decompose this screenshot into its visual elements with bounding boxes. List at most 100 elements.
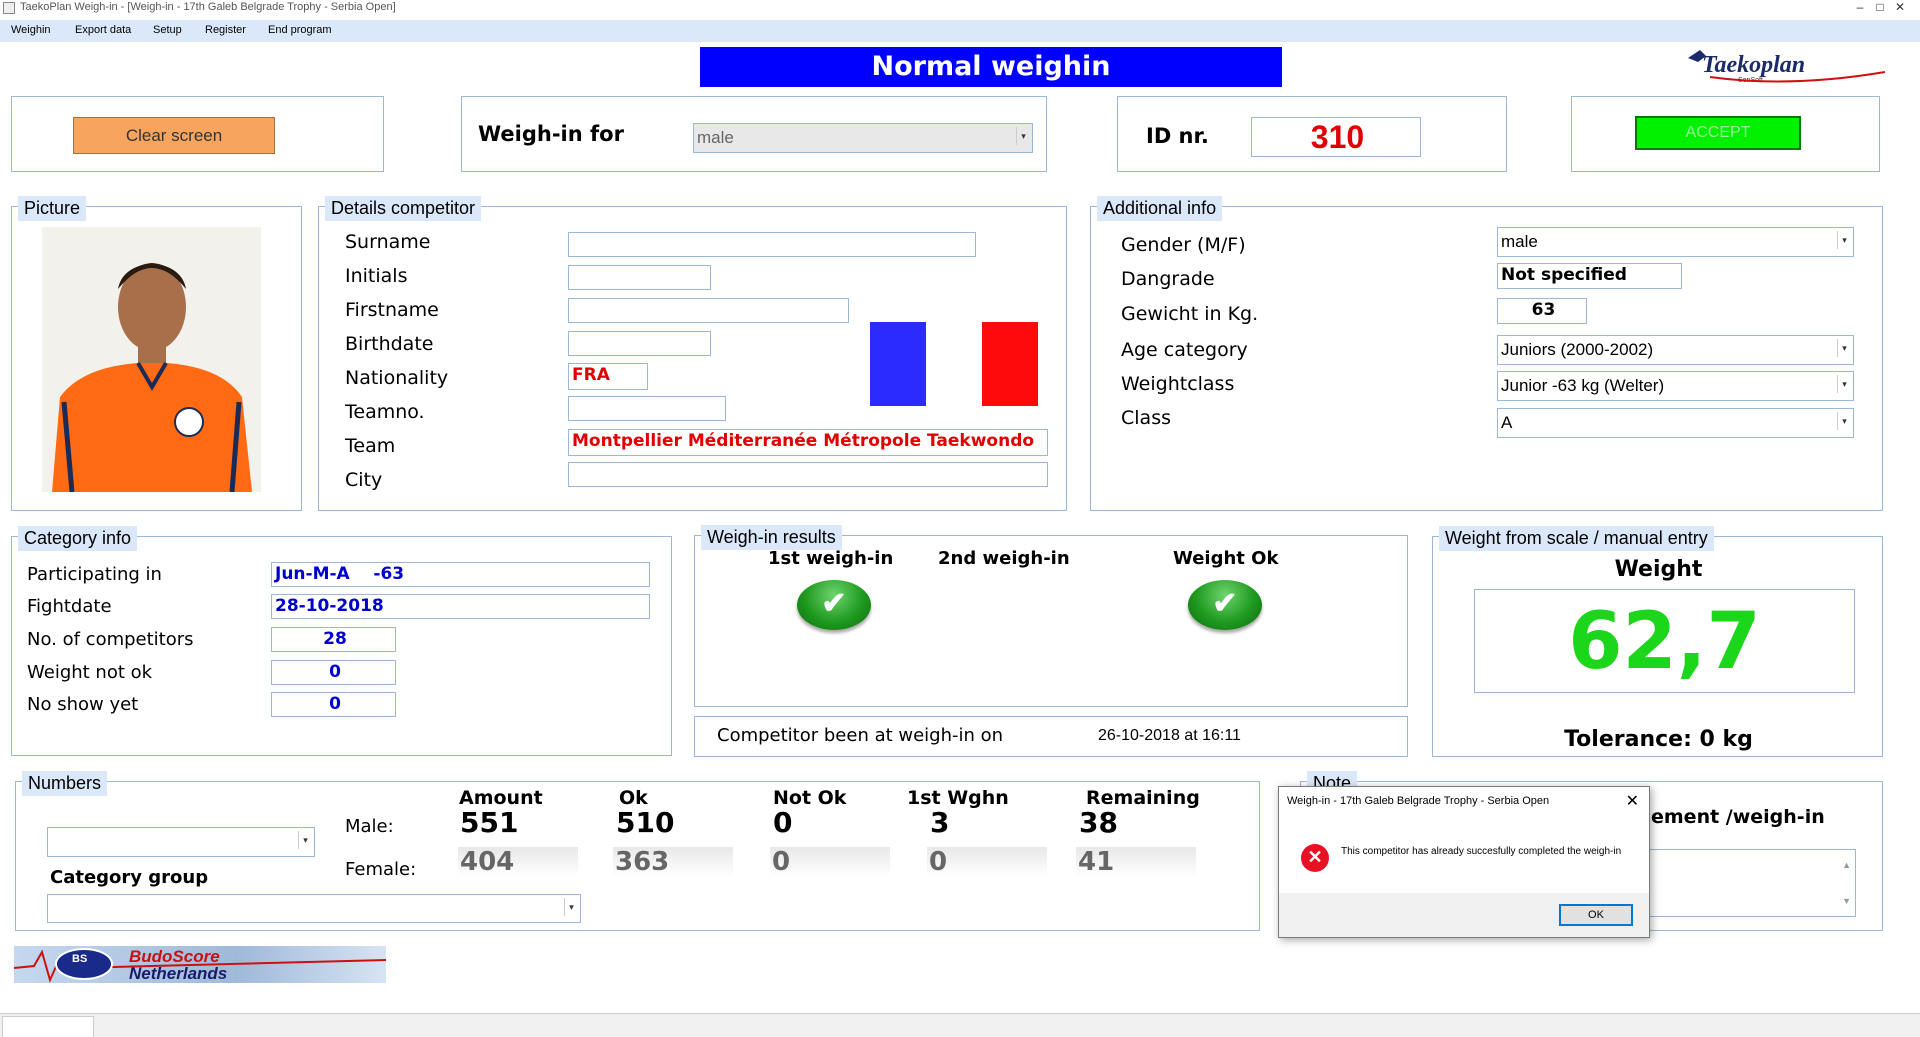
weighin-results-panel: Weigh-in results 1st weigh-in 2nd weigh-… bbox=[694, 525, 1408, 707]
check-glyph: ✔ bbox=[821, 587, 847, 620]
chevron-down-icon: ▾ bbox=[1016, 127, 1030, 145]
participating-field[interactable]: Jun-M-A -63 bbox=[271, 562, 650, 587]
menu-end-program[interactable]: End program bbox=[268, 24, 332, 36]
weight-ok-label: Weight Ok bbox=[1173, 548, 1279, 569]
scroll-down-icon[interactable]: ▼ bbox=[1842, 896, 1851, 906]
header-amount: Amount bbox=[459, 787, 543, 809]
clear-panel: Clear screen bbox=[11, 96, 384, 172]
close-window-button[interactable]: ✕ bbox=[1894, 0, 1906, 14]
error-icon: ✕ bbox=[1301, 844, 1329, 872]
id-input[interactable]: 310 bbox=[1251, 117, 1421, 157]
been-at-weighin-label: Competitor been at weigh-in on bbox=[717, 725, 1004, 746]
male-label: Male: bbox=[345, 816, 394, 837]
accept-button[interactable]: ACCEPT bbox=[1635, 116, 1801, 150]
message-dialog: Weigh-in - 17th Galeb Belgrade Trophy - … bbox=[1278, 786, 1650, 938]
female-ok: 363 bbox=[613, 847, 733, 877]
weight-kg-label: Gewicht in Kg. bbox=[1121, 303, 1259, 325]
initials-label: Initials bbox=[345, 265, 408, 287]
age-category-value: Juniors (2000-2002) bbox=[1501, 340, 1654, 359]
no-show-field[interactable]: 0 bbox=[271, 692, 396, 717]
minimize-button[interactable]: – bbox=[1856, 0, 1864, 14]
logo-graphic: Taekoplan SenSoft bbox=[1688, 50, 1886, 84]
note-heading: ement /weigh-in bbox=[1651, 806, 1825, 828]
menu-register[interactable]: Register bbox=[205, 24, 246, 36]
class-select[interactable]: A ▾ bbox=[1497, 408, 1854, 438]
competitors-label: No. of competitors bbox=[27, 629, 194, 650]
logo-text-main: Taekoplan bbox=[1702, 52, 1805, 78]
city-field[interactable] bbox=[568, 462, 1048, 487]
scale-legend: Weight from scale / manual entry bbox=[1439, 526, 1714, 551]
clear-screen-button[interactable]: Clear screen bbox=[73, 117, 275, 154]
page-title: Normal weighin bbox=[700, 47, 1282, 87]
accept-panel: ACCEPT bbox=[1571, 96, 1880, 172]
class-label: Class bbox=[1121, 407, 1171, 429]
female-remaining: 41 bbox=[1076, 847, 1196, 877]
taekoplan-logo: Taekoplan SenSoft bbox=[1680, 44, 1890, 86]
fightdate-field[interactable]: 28-10-2018 bbox=[271, 594, 650, 619]
chevron-down-icon: ▾ bbox=[564, 898, 578, 916]
gender-value: male bbox=[1501, 232, 1538, 251]
weightclass-label: Weightclass bbox=[1121, 373, 1235, 395]
team-field[interactable]: Montpellier Méditerranée Métropole Taekw… bbox=[568, 429, 1048, 456]
competitors-field[interactable]: 28 bbox=[271, 627, 396, 652]
header-first-weighin: 1st Wghn bbox=[907, 787, 1009, 809]
initials-field[interactable] bbox=[568, 265, 711, 290]
details-panel: Details competitor Surname Initials Firs… bbox=[318, 196, 1067, 511]
flag-blue-stripe bbox=[870, 322, 926, 406]
budoscore-banner: BS BudoScore Netherlands bbox=[13, 946, 387, 983]
weighin-for-value: male bbox=[697, 128, 734, 147]
chevron-down-icon: ▾ bbox=[1837, 412, 1851, 430]
firstname-field[interactable] bbox=[568, 298, 849, 323]
additional-panel: Additional info Gender (M/F) Dangrade Ge… bbox=[1090, 196, 1883, 511]
age-category-select[interactable]: Juniors (2000-2002) ▾ bbox=[1497, 335, 1854, 365]
nationality-field[interactable]: FRA bbox=[568, 363, 648, 390]
weight-kg-field[interactable]: 63 bbox=[1497, 298, 1587, 324]
category-group-label: Category group bbox=[50, 867, 209, 888]
scroll-up-icon[interactable]: ▲ bbox=[1842, 860, 1851, 870]
female-first-weighin: 0 bbox=[927, 847, 1047, 877]
team-label: Team bbox=[345, 435, 396, 457]
menu-setup[interactable]: Setup bbox=[153, 24, 182, 36]
dangrade-field[interactable]: Not specified bbox=[1497, 263, 1682, 289]
additional-legend: Additional info bbox=[1097, 196, 1223, 221]
birthdate-field[interactable] bbox=[568, 331, 711, 356]
numbers-select-top[interactable]: ▾ bbox=[47, 827, 315, 857]
weight-not-ok-field[interactable]: 0 bbox=[271, 660, 396, 685]
id-panel: ID nr. 310 bbox=[1117, 96, 1507, 172]
weighin-results-legend: Weigh-in results bbox=[701, 525, 842, 550]
dialog-ok-button[interactable]: OK bbox=[1559, 904, 1633, 926]
competitor-photo bbox=[42, 227, 261, 493]
chevron-down-icon: ▾ bbox=[1837, 339, 1851, 357]
menu-export-data[interactable]: Export data bbox=[75, 24, 132, 36]
chevron-down-icon: ▾ bbox=[1837, 231, 1851, 249]
male-first-weighin: 3 bbox=[930, 806, 950, 839]
menu-weighin[interactable]: Weighin bbox=[11, 24, 51, 36]
weighin-for-select[interactable]: male ▾ bbox=[693, 123, 1033, 153]
dialog-close-icon[interactable]: ✕ bbox=[1625, 793, 1639, 810]
second-weighin-label: 2nd weigh-in bbox=[938, 548, 1070, 569]
weighin-for-panel: Weigh-in for male ▾ bbox=[461, 96, 1047, 172]
status-segment bbox=[2, 1016, 94, 1037]
surname-field[interactable] bbox=[568, 232, 976, 257]
age-category-label: Age category bbox=[1121, 339, 1248, 361]
no-show-label: No show yet bbox=[27, 694, 139, 715]
gender-label: Gender (M/F) bbox=[1121, 234, 1246, 256]
category-group-select[interactable]: ▾ bbox=[47, 894, 581, 923]
numbers-panel: Numbers ▾ Category group ▾ Male: Female:… bbox=[15, 771, 1260, 931]
maximize-button[interactable]: □ bbox=[1876, 0, 1884, 14]
female-label: Female: bbox=[345, 859, 417, 880]
weightclass-value: Junior -63 kg (Welter) bbox=[1501, 376, 1665, 395]
weight-not-ok-label: Weight not ok bbox=[27, 662, 153, 683]
gender-select[interactable]: male ▾ bbox=[1497, 227, 1854, 257]
status-bar bbox=[0, 1013, 1920, 1037]
budoscore-line1: BudoScore bbox=[129, 947, 220, 966]
check-glyph: ✔ bbox=[1212, 587, 1238, 620]
birthdate-label: Birthdate bbox=[345, 333, 434, 355]
teamno-field[interactable] bbox=[568, 396, 726, 421]
dialog-footer: OK bbox=[1279, 893, 1649, 937]
weight-heading: Weight bbox=[1614, 557, 1703, 582]
female-not-ok: 0 bbox=[770, 847, 890, 877]
weightclass-select[interactable]: Junior -63 kg (Welter) ▾ bbox=[1497, 371, 1854, 401]
budoscore-line2: Netherlands bbox=[129, 964, 227, 983]
dangrade-label: Dangrade bbox=[1121, 268, 1215, 290]
